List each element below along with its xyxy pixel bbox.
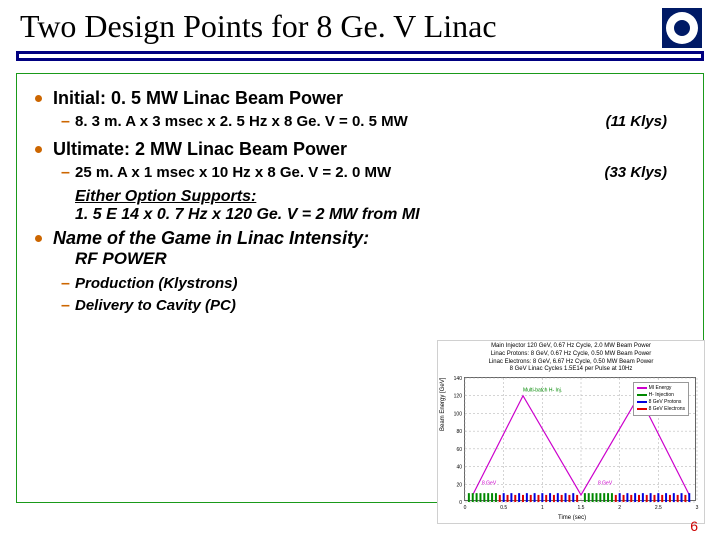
svg-text:100: 100 bbox=[454, 411, 463, 417]
sub-ultimate-calc: – 25 m. A x 1 msec x 10 Hz x 8 Ge. V = 2… bbox=[31, 164, 689, 182]
svg-text:2: 2 bbox=[618, 505, 621, 511]
sub-delivery: – Delivery to Cavity (PC) bbox=[31, 297, 689, 315]
either-title: Either Option Supports: bbox=[75, 188, 689, 206]
chart-legend: MI EnergyH- Injection8 GeV Protons8 GeV … bbox=[633, 382, 689, 416]
svg-text:8 GeV: 8 GeV bbox=[598, 480, 613, 486]
svg-text:40: 40 bbox=[456, 465, 462, 471]
sub-production: – Production (Klystrons) bbox=[31, 275, 689, 293]
sub-text: 25 m. A x 1 msec x 10 Hz x 8 Ge. V = 2. … bbox=[75, 164, 391, 181]
bullet-name-of-game: Name of the Game in Linac Intensity: bbox=[31, 228, 689, 249]
svg-text:3: 3 bbox=[696, 505, 699, 511]
bullet-dot-icon bbox=[35, 235, 42, 242]
klys-note: (33 Klys) bbox=[604, 164, 667, 181]
bullet-ultimate: Ultimate: 2 MW Linac Beam Power bbox=[31, 139, 689, 160]
dash-icon: – bbox=[61, 297, 70, 315]
svg-text:60: 60 bbox=[456, 447, 462, 453]
svg-text:120: 120 bbox=[454, 394, 463, 400]
chart-ylabel: Beam Energy [GeV] bbox=[440, 378, 446, 431]
bullet-dot-icon bbox=[35, 146, 42, 153]
svg-text:1: 1 bbox=[541, 505, 544, 511]
title-rule bbox=[16, 51, 704, 61]
svg-text:0: 0 bbox=[464, 505, 467, 511]
dash-icon: – bbox=[61, 275, 70, 293]
svg-text:140: 140 bbox=[454, 376, 463, 382]
dash-icon: – bbox=[61, 164, 70, 182]
page-number: 6 bbox=[690, 518, 698, 534]
sub-initial-calc: – 8. 3 m. A x 3 msec x 2. 5 Hz x 8 Ge. V… bbox=[31, 113, 689, 131]
bullet-text: Name of the Game in Linac Intensity: bbox=[53, 228, 369, 248]
svg-text:Multi-batch H- Inj.: Multi-batch H- Inj. bbox=[523, 387, 562, 393]
svg-text:20: 20 bbox=[456, 482, 462, 488]
bullet-dot-icon bbox=[35, 95, 42, 102]
energy-cycle-chart: Main Injector 120 GeV, 0.67 Hz Cycle, 2.… bbox=[437, 340, 705, 524]
sub-text: 8. 3 m. A x 3 msec x 2. 5 Hz x 8 Ge. V =… bbox=[75, 113, 408, 130]
dash-icon: – bbox=[61, 113, 70, 131]
chart-xlabel: Time (sec) bbox=[558, 515, 586, 521]
either-block: Either Option Supports: 1. 5 E 14 x 0. 7… bbox=[31, 188, 689, 224]
either-calc: 1. 5 E 14 x 0. 7 Hz x 120 Ge. V = 2 MW f… bbox=[75, 206, 689, 224]
svg-text:80: 80 bbox=[456, 429, 462, 435]
slide-title: Two Design Points for 8 Ge. V Linac bbox=[20, 8, 700, 45]
klys-note: (11 Klys) bbox=[606, 113, 667, 130]
svg-text:1.5: 1.5 bbox=[578, 505, 585, 511]
bullet-text: Initial: 0. 5 MW Linac Beam Power bbox=[53, 88, 343, 108]
rf-power-line: RF POWER bbox=[31, 249, 689, 269]
bullet-text: Ultimate: 2 MW Linac Beam Power bbox=[53, 139, 347, 159]
chart-plot-area: 02040608010012014000.511.522.538 GeV8 Ge… bbox=[464, 377, 696, 501]
chart-titles: Main Injector 120 GeV, 0.67 Hz Cycle, 2.… bbox=[438, 341, 704, 374]
svg-text:8 GeV: 8 GeV bbox=[482, 480, 497, 486]
sub-text: Production (Klystrons) bbox=[75, 275, 238, 292]
bullet-initial: Initial: 0. 5 MW Linac Beam Power bbox=[31, 88, 689, 109]
svg-text:0.5: 0.5 bbox=[500, 505, 507, 511]
content-frame: Initial: 0. 5 MW Linac Beam Power – 8. 3… bbox=[16, 73, 704, 503]
svg-text:2.5: 2.5 bbox=[655, 505, 662, 511]
sub-text: Delivery to Cavity (PC) bbox=[75, 297, 236, 314]
svg-text:0: 0 bbox=[459, 500, 462, 506]
